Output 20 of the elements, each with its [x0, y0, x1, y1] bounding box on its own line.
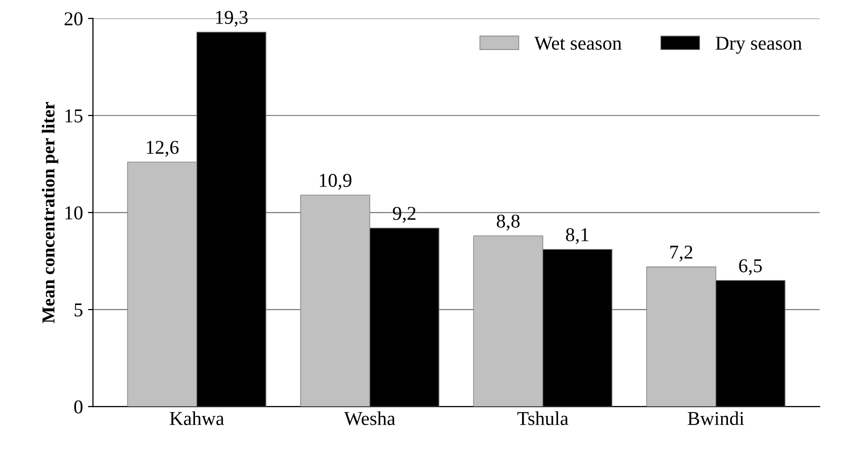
y-tick-label: 10: [65, 206, 82, 220]
data-label: 10,9: [320, 174, 352, 190]
legend-label: Wet season: [534, 36, 622, 50]
y-tick-label: 15: [65, 109, 82, 122]
x-tick-label: Bwindi: [688, 411, 744, 426]
x-tick-label: Tshula: [517, 411, 568, 426]
data-label: 8,8: [496, 214, 520, 230]
x-tick-label: Kahwa: [170, 411, 224, 426]
data-label: 9,2: [392, 206, 416, 223]
data-label: 19,3: [216, 10, 248, 27]
y-tick-label: 0: [74, 400, 82, 414]
data-label: 12,6: [146, 140, 179, 157]
data-label: 8,1: [566, 228, 588, 244]
legend-label: Dry season: [716, 36, 802, 54]
y-tick-label: 5: [74, 304, 82, 316]
data-label: 7,2: [670, 246, 692, 262]
data-label: 6,5: [739, 259, 762, 276]
x-tick-label: Wesha: [344, 411, 396, 426]
y-tick-label: 20: [64, 12, 82, 26]
y-axis-title: Mean concentration per liter: [42, 102, 58, 324]
